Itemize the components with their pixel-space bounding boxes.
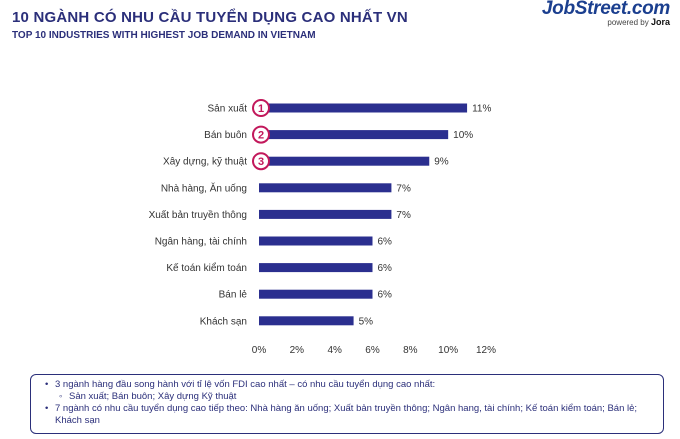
note-item-1-sub: Sản xuất; Bán buôn; Xây dựng Kỹ thuật <box>55 391 653 403</box>
category-label: Nhà hàng, Ăn uống <box>161 181 247 194</box>
notes-box: 3 ngành hàng đầu song hành với tỉ lệ vốn… <box>30 374 664 434</box>
data-label: 6% <box>378 290 393 301</box>
x-tick-label: 8% <box>403 345 418 356</box>
rank-badge <box>252 125 270 144</box>
logo-brand: JobStreet.com <box>541 0 670 19</box>
bar <box>259 183 392 193</box>
category-label: Sản xuất <box>208 103 248 115</box>
jobstreet-logo: JobStreet.com powered by Jora <box>542 0 670 27</box>
page-title: 10 NGÀNH CÓ NHU CẦU TUYỂN DỤNG CAO NHẤT … <box>12 9 408 26</box>
bar <box>259 103 468 113</box>
category-label: Khách sạn <box>200 316 247 327</box>
bar <box>259 236 373 246</box>
category-label: Xuất bản truyền thông <box>149 209 247 221</box>
logo-powered-by: powered by Jora <box>542 17 670 27</box>
data-label: 9% <box>434 157 449 168</box>
logo-powered-label: powered by <box>607 18 649 27</box>
data-label: 7% <box>396 183 411 194</box>
bar <box>259 289 373 299</box>
rank-badge-number: 2 <box>258 130 264 142</box>
bar <box>259 156 430 166</box>
data-label: 10% <box>453 130 473 141</box>
category-label: Xây dựng, kỹ thuật <box>163 157 247 168</box>
x-tick-label: 2% <box>290 345 305 356</box>
x-tick-label: 4% <box>327 345 342 356</box>
data-label: 11% <box>472 104 491 115</box>
category-label: Kế toán kiểm toán <box>166 262 247 274</box>
rank-badge-number: 1 <box>258 103 264 115</box>
data-label: 5% <box>359 316 374 327</box>
category-label: Bán buôn <box>204 130 247 141</box>
data-label: 6% <box>378 263 393 274</box>
rank-badge-number: 3 <box>258 156 264 168</box>
bar-chart: Sản xuất 11% 1 Bán buôn 10% 2 Xây dựng, kỹ thu… <box>149 99 496 356</box>
bar <box>259 263 373 273</box>
data-label: 7% <box>396 210 411 221</box>
page-subtitle: TOP 10 INDUSTRIES WITH HIGHEST JOB DEMAN… <box>12 30 316 41</box>
category-label: Ngân hàng, tài chính <box>155 237 247 248</box>
rank-badge <box>252 99 270 117</box>
x-tick-label: 10% <box>438 345 458 356</box>
logo-partner: Jora <box>650 17 670 27</box>
data-label: 6% <box>378 237 393 248</box>
note-item-2: 7 ngành có nhu cầu tuyển dụng cao tiếp t… <box>45 403 653 427</box>
x-tick-label: 12% <box>476 345 496 356</box>
category-label: Bán lẻ <box>219 290 248 301</box>
bar <box>259 316 354 326</box>
note-item-1: 3 ngành hàng đầu song hành với tỉ lệ vốn… <box>45 379 653 391</box>
x-tick-label: 0% <box>252 345 267 356</box>
rank-badge <box>252 152 270 171</box>
bar <box>259 209 392 219</box>
x-tick-label: 6% <box>365 345 380 356</box>
bar <box>259 130 449 140</box>
